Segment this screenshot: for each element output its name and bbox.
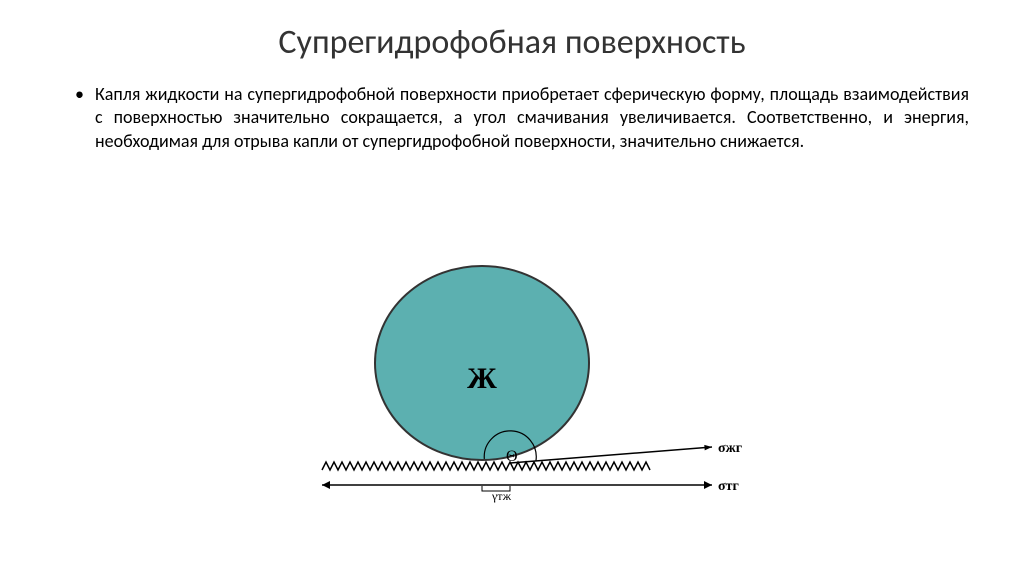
bullet-icon: • <box>75 83 95 153</box>
body-text-content: Капля жидкости на супергидрофобной повер… <box>95 83 969 153</box>
page-title: Супрегидрофобная поверхность <box>0 0 1024 63</box>
physics-diagram: Жσтг σжг Θγтж <box>232 248 792 548</box>
body-paragraph: • Капля жидкости на супергидрофобной пов… <box>0 63 1024 153</box>
svg-text:σтг: σтг <box>718 479 739 494</box>
svg-text:σжг: σжг <box>718 441 742 456</box>
svg-text:γтж: γтж <box>491 489 512 503</box>
diagram-container: Жσтг σжг Θγтж <box>0 248 1024 548</box>
svg-text:Θ: Θ <box>506 448 518 465</box>
svg-text:Ж: Ж <box>467 362 497 395</box>
